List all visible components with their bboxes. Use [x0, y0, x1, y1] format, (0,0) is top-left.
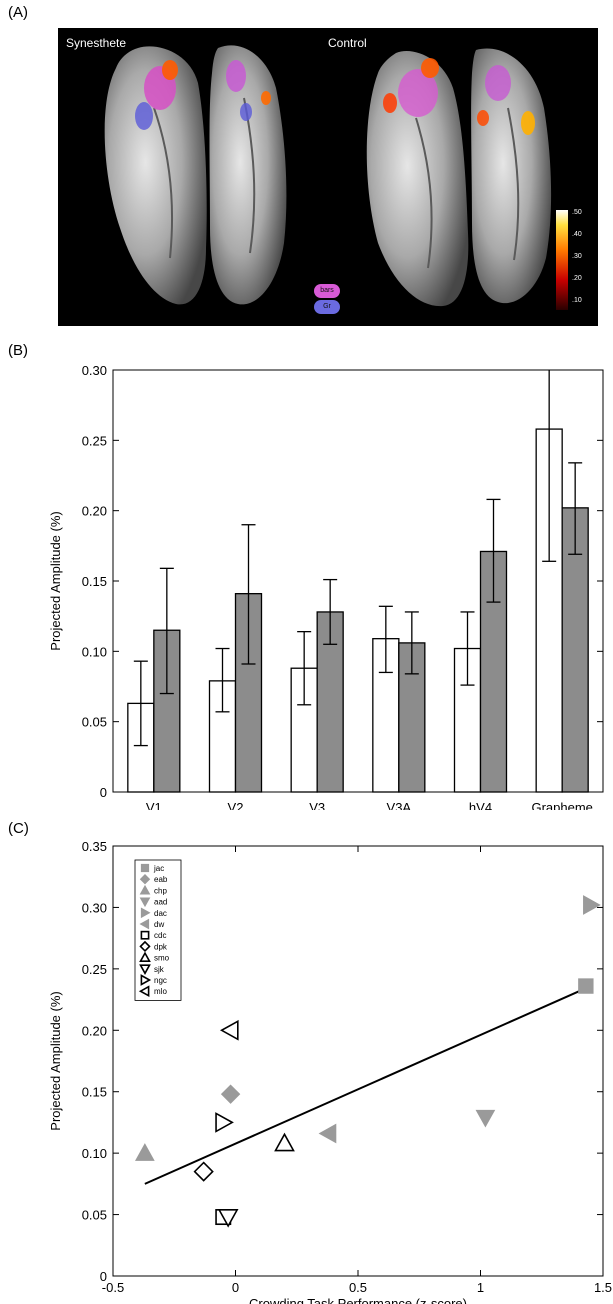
y-tick-label: 0 [100, 785, 107, 800]
legend-label: jac [153, 864, 164, 873]
legend-label: chp [154, 886, 167, 895]
colorbar-tick: .40 [572, 231, 582, 238]
legend-marker-aad [139, 897, 151, 908]
colorbar [556, 210, 568, 310]
x-axis-label: Crowding Task Performance (z-score) [249, 1296, 467, 1304]
legend-label: smo [154, 954, 170, 963]
brain-image-panel: Synesthete Control .50 .40 .30 .20 .10 b… [58, 28, 598, 326]
scatter-point-sjk [217, 1209, 239, 1228]
x-tick-label: 0.5 [349, 1280, 367, 1295]
y-tick-label: 0.30 [82, 900, 107, 915]
synesthete-title: Synesthete [66, 36, 127, 50]
y-tick-label: 0.30 [82, 363, 107, 378]
legend-label: aad [154, 898, 167, 907]
y-tick-label: 0.15 [82, 574, 107, 589]
y-tick-label: 0.35 [82, 839, 107, 854]
x-tick-label: hV4 [469, 800, 492, 810]
x-tick-label: V1 [146, 800, 162, 810]
colorbar-tick: .30 [572, 253, 582, 260]
colorbar-tick: .50 [572, 209, 582, 216]
legend-marker-dac [140, 907, 151, 919]
y-tick-label: 0.20 [82, 1023, 107, 1038]
y-tick-label: 0.20 [82, 504, 107, 519]
legend-label: dw [154, 920, 164, 929]
y-tick-label: 0.10 [82, 1146, 107, 1161]
legend-marker-ngc [140, 974, 152, 986]
y-tick-label: 0.05 [82, 715, 107, 730]
x-tick-label: V3A [387, 800, 412, 810]
x-tick-label: 1 [477, 1280, 484, 1295]
scatter-point-chp [135, 1143, 155, 1161]
legend-marker-chp [139, 884, 151, 895]
legend-pill-top: bars [314, 284, 340, 298]
y-tick-label: 0.25 [82, 433, 107, 448]
colorbar-tick: .10 [572, 297, 582, 304]
panel-a-label: (A) [8, 4, 28, 21]
x-tick-label: V2 [228, 800, 244, 810]
brain-rendering [104, 45, 568, 310]
bar-chart: 0 0.05 0.10 0.15 0.20 0.25 0.30 V1 V2 V3 V3A hV4 Gra… [48, 363, 604, 810]
colorbar-tick: .20 [572, 275, 582, 282]
panel-c-label: (C) [8, 820, 29, 837]
y-axis-label: Projected Amplitude (%) [48, 511, 63, 650]
x-tick-label: 1.5 [594, 1280, 612, 1295]
legend-marker-cdc [140, 930, 150, 940]
fit-line [144, 985, 592, 1185]
plot-frame [112, 845, 604, 1277]
y-axis-label: Projected Amplitude (%) [48, 991, 63, 1130]
legend-marker-smo [139, 951, 151, 962]
y-tick-label: 0.15 [82, 1085, 107, 1100]
x-tick-label: Grapheme [531, 800, 592, 810]
x-tick-label: -0.5 [102, 1280, 124, 1295]
scatter-point-dac [583, 895, 601, 915]
scatter-point-smo [274, 1132, 295, 1152]
legend-label: sjk [154, 965, 165, 974]
legend-label: dpk [154, 942, 168, 951]
legend-label: cdc [154, 931, 166, 940]
y-tick-label: 0 [100, 1269, 107, 1284]
legend-marker-sjk [139, 964, 151, 975]
legend-label: ngc [154, 976, 167, 985]
scatter-chart: 00.050.100.150.200.250.300.35-0.5 0 0.5 1 1.… [48, 839, 612, 1304]
bar [561, 507, 589, 793]
scatter-point-aad [475, 1109, 496, 1128]
legend-label: mlo [154, 987, 167, 996]
control-brain [366, 48, 552, 307]
scatter-point-mlo [219, 1019, 239, 1041]
synesthete-brain [104, 45, 287, 305]
x-tick-label: 0 [232, 1280, 239, 1295]
plot-frame [112, 369, 604, 793]
scatter-point-dw [318, 1123, 337, 1144]
y-tick-label: 0.25 [82, 962, 107, 977]
scatter-point-jac [578, 978, 594, 994]
x-tick-label: V3 [309, 800, 325, 810]
legend-marker-eab [139, 873, 151, 885]
scatter-point-eab [220, 1084, 241, 1104]
legend-marker-mlo [138, 985, 150, 998]
y-tick-label: 0.10 [82, 644, 107, 659]
legend-marker-dw [139, 918, 150, 930]
scatter-point-ngc [215, 1112, 234, 1133]
legend-marker-dpk [139, 940, 151, 953]
legend-marker-jac [140, 863, 150, 873]
legend-pill-bottom: Gr [314, 300, 340, 314]
legend-label: eab [154, 875, 168, 884]
control-title: Control [328, 36, 367, 50]
y-tick-label: 0.05 [82, 1208, 107, 1223]
panel-b-label: (B) [8, 342, 28, 359]
legend-label: dac [154, 909, 167, 918]
scatter-point-dpk [193, 1161, 214, 1182]
